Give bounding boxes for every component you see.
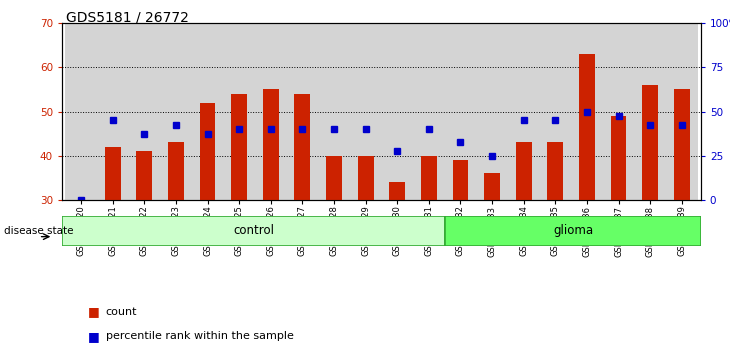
Text: ■: ■ <box>88 305 99 318</box>
Bar <box>104 147 120 200</box>
Bar <box>611 116 626 200</box>
Bar <box>358 156 374 200</box>
Text: disease state: disease state <box>4 226 73 236</box>
Bar <box>516 142 531 200</box>
Bar <box>160 23 192 200</box>
Bar <box>421 156 437 200</box>
Bar <box>326 156 342 200</box>
Bar <box>674 89 690 200</box>
Bar <box>476 23 508 200</box>
Bar <box>508 23 539 200</box>
Bar <box>389 182 405 200</box>
Bar <box>294 94 310 200</box>
Bar <box>634 23 666 200</box>
Bar <box>445 216 701 246</box>
Bar <box>484 173 500 200</box>
Text: percentile rank within the sample: percentile rank within the sample <box>106 331 293 341</box>
Bar <box>97 23 128 200</box>
Bar <box>539 23 571 200</box>
Bar <box>642 85 658 200</box>
Bar <box>287 23 318 200</box>
Bar <box>199 103 215 200</box>
Bar <box>381 23 413 200</box>
Text: GDS5181 / 26772: GDS5181 / 26772 <box>66 11 188 25</box>
Bar <box>571 23 603 200</box>
Bar <box>318 23 350 200</box>
Bar <box>350 23 381 200</box>
Bar <box>168 142 184 200</box>
Bar <box>548 142 564 200</box>
Bar <box>453 160 469 200</box>
Bar <box>231 94 247 200</box>
Bar <box>137 152 152 200</box>
Bar <box>445 23 476 200</box>
Text: glioma: glioma <box>553 224 593 238</box>
Text: count: count <box>106 307 137 316</box>
Bar <box>223 23 255 200</box>
Bar <box>128 23 160 200</box>
Bar <box>263 89 279 200</box>
Bar <box>255 23 287 200</box>
Bar <box>65 23 97 200</box>
Bar <box>579 54 595 200</box>
Bar <box>666 23 698 200</box>
Bar <box>603 23 634 200</box>
Bar <box>62 216 445 246</box>
Bar <box>413 23 445 200</box>
Bar <box>192 23 223 200</box>
Text: ■: ■ <box>88 330 99 343</box>
Text: control: control <box>233 224 274 238</box>
